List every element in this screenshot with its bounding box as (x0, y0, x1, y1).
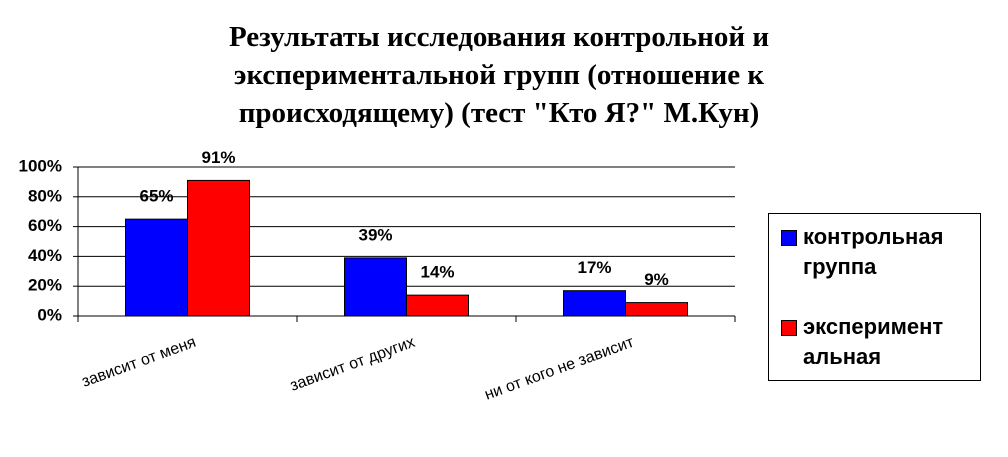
legend-item: контрольная группа (781, 222, 978, 282)
value-label: 9% (644, 270, 669, 289)
bar (406, 294, 469, 317)
chart-title: Результаты исследования контрольной и экс… (0, 18, 1008, 132)
value-label: 17% (577, 258, 611, 277)
value-label: 39% (358, 225, 392, 244)
y-tick-label: 20% (28, 276, 62, 295)
legend-swatch (781, 320, 797, 336)
y-tick-label: 80% (28, 186, 62, 205)
value-label: 91% (201, 148, 235, 167)
legend-swatch (781, 230, 797, 246)
x-tick-label: ни от кого не зависит (482, 334, 637, 404)
title-line: Результаты исследования контрольной и (228, 21, 770, 53)
legend-label: экспериментальная (803, 314, 944, 369)
value-label: 65% (139, 187, 173, 206)
y-tick-label: 0% (37, 305, 62, 324)
x-tick-label: зависит от меня (80, 334, 199, 391)
value-label: 14% (420, 263, 454, 282)
bar (125, 218, 188, 317)
y-tick-label: 100% (19, 156, 62, 175)
bar (625, 302, 688, 317)
bar (563, 290, 626, 317)
legend-label: контрольная группа (803, 224, 944, 279)
x-tick-label: зависит от других (288, 334, 417, 395)
legend-item: экспериментальная (781, 312, 950, 372)
bar (187, 179, 250, 317)
bar (344, 257, 407, 317)
y-tick-label: 60% (28, 216, 62, 235)
legend: контрольная группа экспериментальная (768, 213, 981, 381)
title-line: происходящему) (тест "Кто Я?" М.Кун) (238, 97, 760, 129)
y-tick-label: 40% (28, 246, 62, 265)
title-line: экспериментальной групп (отношение к (233, 59, 765, 91)
